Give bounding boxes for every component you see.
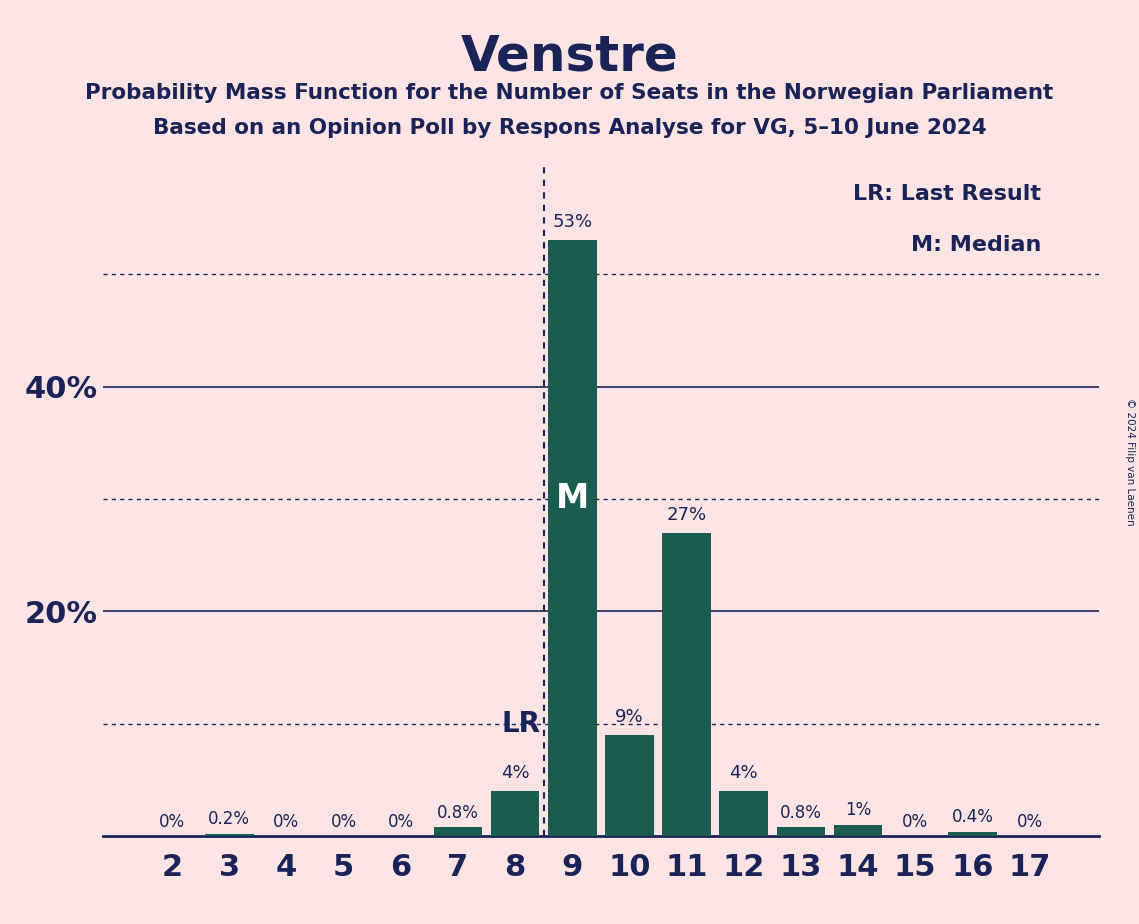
Text: 0%: 0%: [1016, 812, 1042, 831]
Text: 0.8%: 0.8%: [780, 804, 822, 821]
Text: © 2024 Filip van Laenen: © 2024 Filip van Laenen: [1125, 398, 1134, 526]
Text: 9%: 9%: [615, 708, 644, 726]
Bar: [834, 825, 883, 836]
Bar: [662, 532, 711, 836]
Text: 0.4%: 0.4%: [951, 808, 993, 826]
Bar: [948, 832, 997, 836]
Text: Venstre: Venstre: [460, 32, 679, 80]
Text: 4%: 4%: [501, 764, 530, 783]
Text: Probability Mass Function for the Number of Seats in the Norwegian Parliament: Probability Mass Function for the Number…: [85, 83, 1054, 103]
Bar: [205, 834, 254, 836]
Text: M: Median: M: Median: [910, 235, 1041, 255]
Bar: [720, 791, 768, 836]
Text: 27%: 27%: [666, 505, 706, 524]
Bar: [605, 736, 654, 836]
Text: 0.8%: 0.8%: [437, 804, 478, 821]
Bar: [434, 827, 482, 836]
Text: 53%: 53%: [552, 213, 592, 231]
Text: 0.2%: 0.2%: [208, 810, 251, 828]
Text: 0%: 0%: [902, 812, 928, 831]
Text: M: M: [556, 482, 589, 516]
Text: 1%: 1%: [845, 801, 871, 820]
Text: 0%: 0%: [330, 812, 357, 831]
Bar: [777, 827, 825, 836]
Text: 0%: 0%: [387, 812, 413, 831]
Text: 0%: 0%: [273, 812, 300, 831]
Text: LR: LR: [502, 710, 541, 737]
Bar: [548, 240, 597, 836]
Text: 4%: 4%: [729, 764, 759, 783]
Text: LR: Last Result: LR: Last Result: [853, 184, 1041, 204]
Text: Based on an Opinion Poll by Respons Analyse for VG, 5–10 June 2024: Based on an Opinion Poll by Respons Anal…: [153, 118, 986, 139]
Text: 0%: 0%: [159, 812, 186, 831]
Bar: [491, 791, 540, 836]
